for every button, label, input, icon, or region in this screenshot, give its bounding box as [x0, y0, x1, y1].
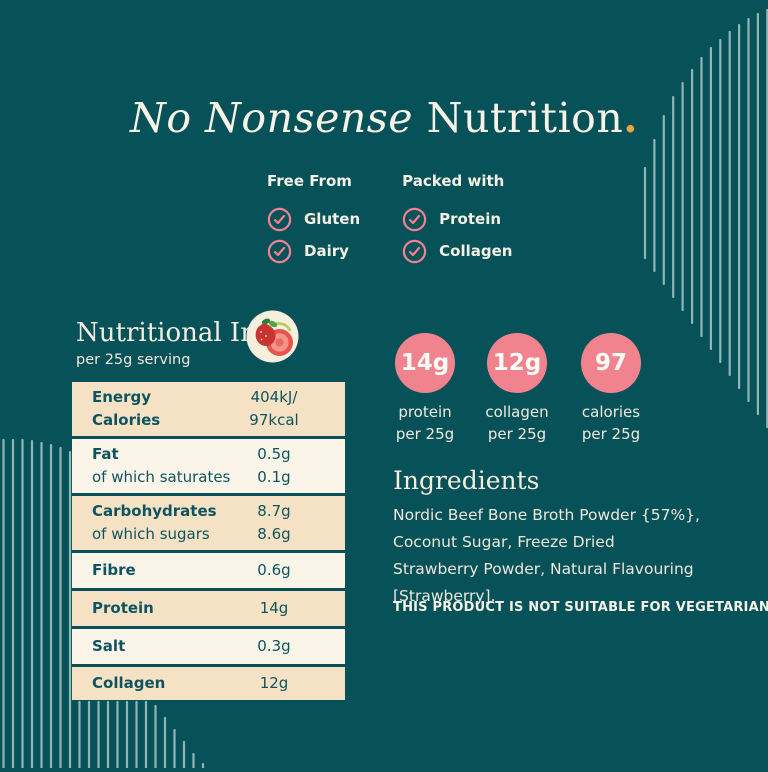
claim-dairy: Dairy — [267, 238, 360, 264]
title-regular-part: Nutrition — [413, 94, 624, 142]
ingredients-text: Nordic Beef Bone Broth Powder {57%}, Coc… — [393, 506, 700, 605]
page-title: No Nonsense Nutrition. — [0, 94, 768, 142]
strawberry-icon — [245, 309, 300, 368]
row-value: 0.5g — [257, 445, 291, 463]
title-accent-dot: . — [623, 94, 639, 142]
claim-protein: Protein — [402, 206, 532, 232]
claim-label: Gluten — [304, 210, 361, 228]
table-row-carbohydrates: Carbohydrates 8.7g of which sugars 8.6g — [72, 496, 345, 550]
table-row-energy: Energy 404kJ/ Calories 97kcal — [72, 382, 345, 436]
row-label: Fat — [92, 445, 119, 463]
row-sublabel: of which saturates — [92, 468, 231, 486]
title-italic-part: No Nonsense — [129, 94, 414, 142]
row-value: 0.3g — [257, 637, 291, 655]
check-circle-icon — [267, 239, 292, 263]
row-label: Protein — [92, 599, 154, 617]
row-value: 14g — [259, 599, 289, 617]
stat-circle-calories: 97 — [581, 333, 641, 393]
claim-collagen: Collagen — [402, 238, 532, 264]
row-value: 8.6g — [257, 525, 291, 543]
row-sublabel: of which sugars — [92, 525, 210, 543]
table-row-fat: Fat 0.5g of which saturates 0.1g — [72, 439, 345, 493]
row-label: Carbohydrates — [92, 502, 217, 520]
row-value: 0.1g — [257, 468, 291, 486]
check-circle-icon — [402, 207, 427, 231]
stat-circle-protein: 14g — [395, 333, 455, 393]
decorative-lines-right — [638, 0, 768, 444]
packed-with-heading: Packed with — [402, 172, 505, 190]
table-row-protein: Protein 14g — [72, 591, 345, 626]
free-from-column: Free From Gluten Dairy — [267, 172, 360, 264]
stat-label-collagen: collagen per 25g — [467, 401, 567, 445]
row-value: 0.6g — [257, 561, 291, 579]
stat-label-line: collagen — [485, 403, 549, 421]
stat-label-line: per 25g — [395, 425, 455, 443]
stat-value: 12g — [492, 350, 542, 376]
serving-size-text: per 25g serving — [76, 352, 191, 368]
free-from-heading: Free From — [267, 172, 352, 190]
ingredients-heading: Ingredients — [393, 466, 540, 495]
row-label: Salt — [92, 637, 126, 655]
packed-with-column: Packed with Protein Collagen — [402, 172, 532, 264]
nutrition-table: Energy 404kJ/ Calories 97kcal Fat 0.5g of w… — [72, 382, 345, 700]
stat-value: 97 — [594, 350, 627, 376]
claim-label: Dairy — [304, 242, 349, 260]
claim-label: Collagen — [439, 242, 513, 260]
vegetarian-warning-text: THIS PRODUCT IS NOT SUITABLE FOR VEGETAR… — [393, 600, 768, 615]
row-value: 97kcal — [249, 411, 299, 429]
claim-label: Protein — [439, 210, 502, 228]
stat-value: 14g — [400, 350, 450, 376]
row-label: Fibre — [92, 561, 136, 579]
table-row-fibre: Fibre 0.6g — [72, 553, 345, 588]
claims-section: Free From Gluten Dairy Packed with — [267, 172, 532, 264]
claim-gluten: Gluten — [267, 206, 360, 232]
stat-label-line: per 25g — [581, 425, 641, 443]
row-value: 12g — [259, 674, 289, 692]
stat-label-calories: calories per 25g — [561, 401, 661, 445]
check-circle-icon — [402, 239, 427, 263]
check-circle-icon — [267, 207, 292, 231]
stat-circle-collagen: 12g — [487, 333, 547, 393]
stat-label-protein: protein per 25g — [375, 401, 475, 445]
table-row-salt: Salt 0.3g — [72, 629, 345, 664]
table-row-collagen: Collagen 12g — [72, 667, 345, 700]
row-value: 404kJ/ — [250, 388, 298, 406]
row-label: Collagen — [92, 674, 166, 692]
row-label: Calories — [92, 411, 161, 429]
row-label: Energy — [92, 388, 152, 406]
stat-label-line: per 25g — [487, 425, 547, 443]
row-value: 8.7g — [257, 502, 291, 520]
stat-label-line: protein — [398, 403, 452, 421]
stat-label-line: calories — [581, 403, 641, 421]
